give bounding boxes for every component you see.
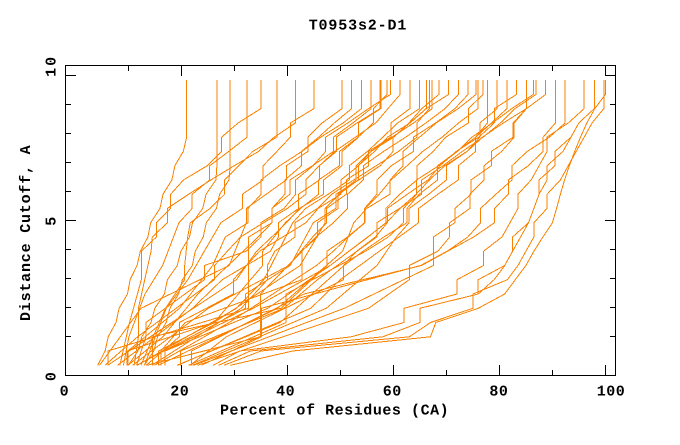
svg-text:0: 0 bbox=[44, 370, 61, 381]
svg-text:100: 100 bbox=[597, 384, 626, 401]
svg-text:Percent of Residues (CA): Percent of Residues (CA) bbox=[220, 403, 449, 420]
svg-text:Distance Cutoff, A: Distance Cutoff, A bbox=[18, 145, 35, 321]
svg-text:60: 60 bbox=[383, 384, 402, 401]
svg-text:20: 20 bbox=[170, 384, 189, 401]
svg-text:T0953s2-D1: T0953s2-D1 bbox=[309, 18, 408, 35]
svg-text:0: 0 bbox=[60, 384, 70, 401]
svg-text:40: 40 bbox=[276, 384, 295, 401]
svg-text:10: 10 bbox=[44, 55, 61, 77]
svg-text:80: 80 bbox=[489, 384, 508, 401]
svg-text:5: 5 bbox=[44, 215, 61, 226]
